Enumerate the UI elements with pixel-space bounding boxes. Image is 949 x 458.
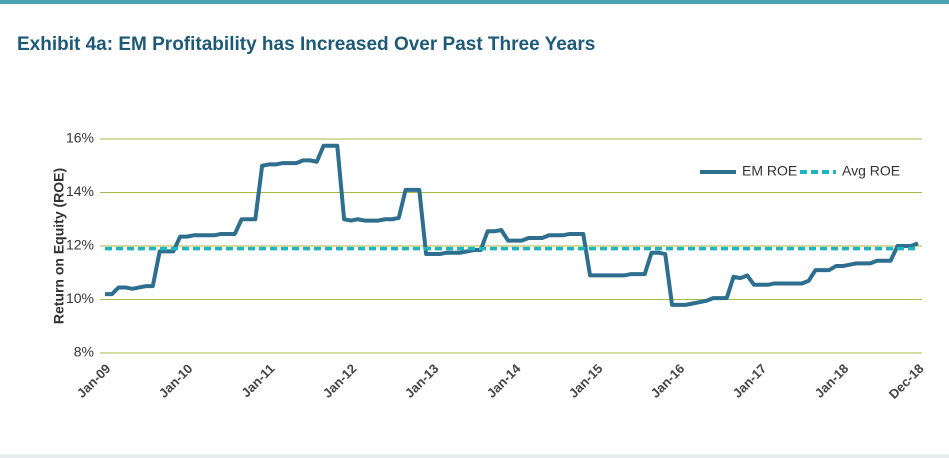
x-tick-label: Jan-13	[402, 361, 442, 401]
y-axis-label: Return on Equity (ROE)	[51, 168, 67, 324]
x-tick-label: Jan-18	[812, 361, 852, 401]
y-tick-label: 14%	[66, 183, 94, 199]
legend-label: EM ROE	[742, 163, 797, 179]
x-tick-label: Jan-16	[648, 361, 688, 401]
x-tick-label: Jan-17	[730, 361, 770, 401]
y-tick-label: 10%	[66, 290, 94, 306]
x-tick-label: Jan-09	[74, 361, 114, 401]
y-tick-label: 8%	[74, 344, 94, 360]
x-tick-label: Jan-11	[238, 361, 277, 400]
top-border	[0, 0, 949, 4]
chart-title: Exhibit 4a: EM Profitability has Increas…	[17, 34, 595, 55]
x-tick-label: Dec-18	[886, 361, 927, 402]
x-tick-label: Jan-12	[320, 361, 360, 401]
y-tick-label: 16%	[66, 130, 94, 146]
y-tick-label: 12%	[66, 237, 94, 253]
legend-label: Avg ROE	[842, 163, 900, 179]
x-tick-label: Jan-14	[484, 360, 524, 400]
bottom-border	[0, 454, 949, 458]
series-line	[105, 143, 919, 307]
x-tick-label: Jan-10	[156, 361, 196, 401]
x-tick-label: Jan-15	[566, 361, 606, 401]
